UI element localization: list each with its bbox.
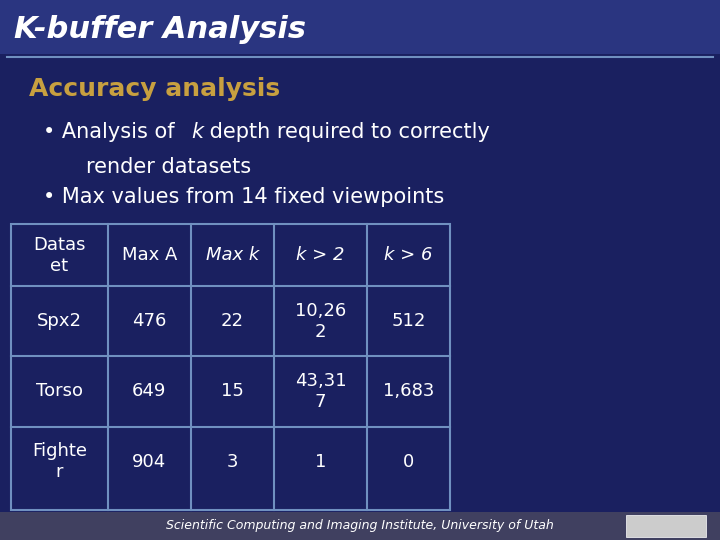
Text: Max k: Max k (206, 246, 258, 264)
Text: • Max values from 14 fixed viewpoints: • Max values from 14 fixed viewpoints (43, 187, 444, 207)
Text: depth required to correctly: depth required to correctly (203, 122, 490, 143)
Text: 3: 3 (227, 453, 238, 471)
Text: SCI: SCI (654, 519, 678, 532)
Text: k: k (191, 122, 203, 143)
Text: Fighte
r: Fighte r (32, 442, 87, 481)
Text: 0: 0 (403, 453, 414, 471)
Text: Scientific Computing and Imaging Institute, University of Utah: Scientific Computing and Imaging Institu… (166, 519, 554, 532)
Text: Spx2: Spx2 (37, 312, 82, 330)
Text: K-buffer Analysis: K-buffer Analysis (14, 15, 307, 44)
Text: k > 2: k > 2 (296, 246, 345, 264)
Text: 10,26
2: 10,26 2 (294, 302, 346, 341)
Text: k > 6: k > 6 (384, 246, 433, 264)
Text: 512: 512 (392, 312, 426, 330)
Text: Accuracy analysis: Accuracy analysis (29, 77, 280, 101)
Text: Max A: Max A (122, 246, 177, 264)
Text: 22: 22 (221, 312, 243, 330)
Text: 1: 1 (315, 453, 326, 471)
Text: 43,31
7: 43,31 7 (294, 372, 346, 411)
Text: 1,683: 1,683 (383, 382, 434, 401)
Text: 476: 476 (132, 312, 166, 330)
Text: 904: 904 (132, 453, 166, 471)
Text: render datasets: render datasets (86, 157, 251, 178)
Text: 15: 15 (221, 382, 243, 401)
Text: • Analysis of: • Analysis of (43, 122, 181, 143)
Text: Datas
et: Datas et (33, 236, 86, 274)
Text: 649: 649 (132, 382, 166, 401)
Text: Torso: Torso (36, 382, 83, 401)
